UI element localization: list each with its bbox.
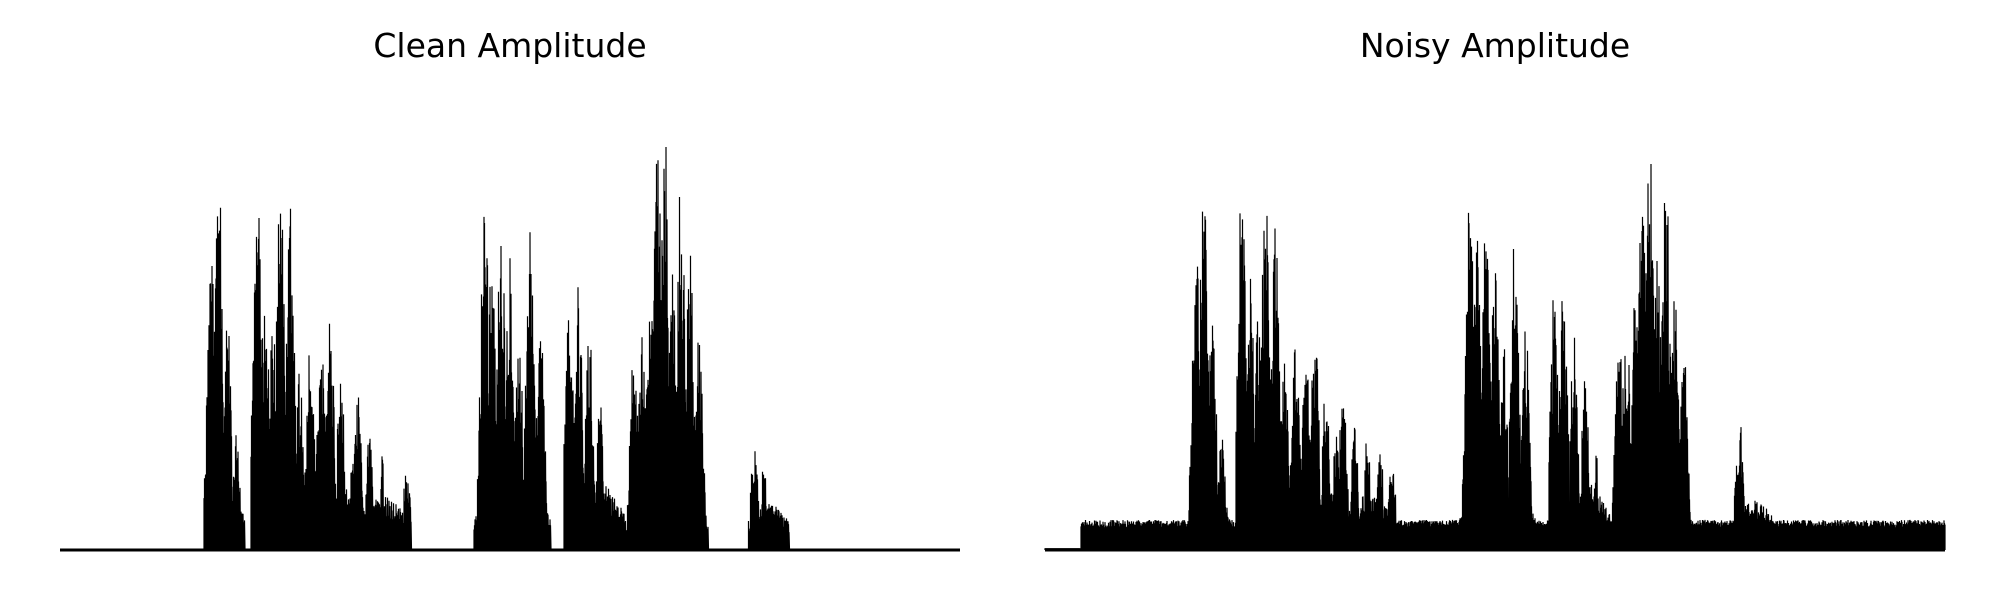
clean-amplitude-panel: Clean Amplitude [60,0,960,600]
chart-title: Clean Amplitude [373,26,647,65]
noisy-amplitude-panel: Noisy Amplitude [1044,0,1946,600]
amplitude-series [60,146,960,551]
amplitude-series [1044,163,1946,551]
chart-title: Noisy Amplitude [1359,26,1631,65]
clean-amplitude-plot [60,146,960,552]
noisy-amplitude-plot [1044,163,1946,552]
